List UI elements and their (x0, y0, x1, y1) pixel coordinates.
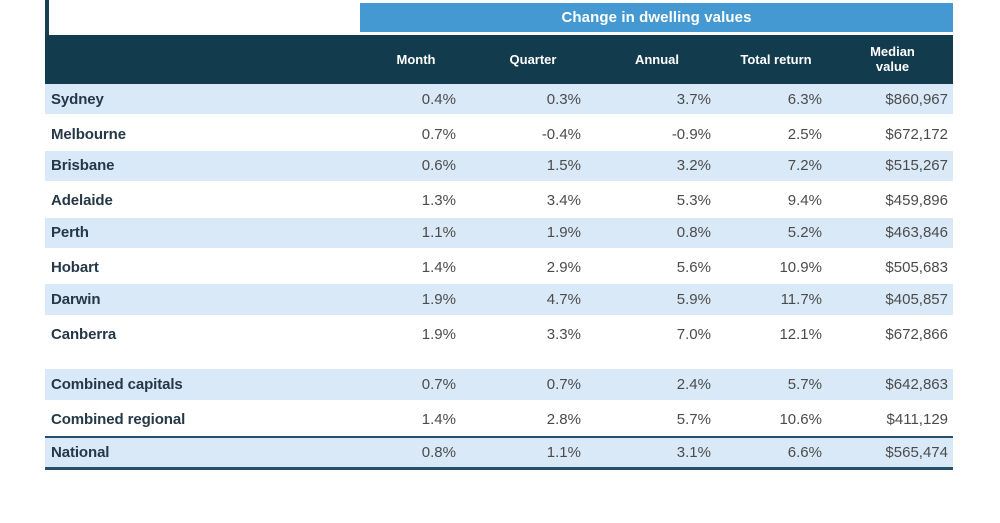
cell-median-value: $411,129 (886, 410, 948, 428)
cell-month: 1.4% (421, 410, 456, 428)
header-median-line2: value (875, 58, 910, 74)
header-cell-month: Month (396, 52, 436, 67)
row-label: National (51, 443, 110, 461)
table-row-combined-capitals: Combined capitals 0.7% 0.7% 2.4% 5.7% $6… (45, 369, 953, 403)
cell-annual: 3.1% (676, 443, 711, 461)
cell-annual: 5.3% (676, 192, 711, 210)
table-title: Change in dwelling values (561, 9, 752, 26)
cell-total-return: 10.9% (779, 259, 822, 277)
table-row-melbourne: Melbourne 0.7% -0.4% -0.9% 2.5% $672,172 (45, 117, 953, 150)
cell-total-return: 2.5% (787, 125, 822, 143)
cell-median-value: $459,896 (885, 192, 948, 210)
cell-annual: 3.2% (676, 157, 711, 175)
cell-quarter: 1.1% (546, 443, 581, 461)
dwelling-values-table: Change in dwelling values Month Quarter … (45, 3, 953, 470)
table-row-hobart: Hobart 1.4% 2.9% 5.6% 10.9% $505,683 (45, 251, 953, 284)
cell-annual: 7.0% (676, 325, 711, 343)
cell-total-return: 6.3% (787, 90, 822, 108)
cell-total-return: 9.4% (787, 192, 822, 210)
cell-median-value: $565,474 (885, 443, 948, 461)
cell-annual: 5.6% (676, 259, 711, 277)
cell-median-value: $672,172 (885, 125, 948, 143)
header-cell-quarter: Quarter (509, 52, 557, 67)
cell-month: 0.8% (421, 443, 456, 461)
cell-median-value: $405,857 (885, 291, 948, 309)
cell-annual: 2.4% (676, 375, 711, 393)
header-median-line1: Median (870, 43, 915, 59)
cell-annual: 5.7% (676, 410, 711, 428)
table-row-sydney: Sydney 0.4% 0.3% 3.7% 6.3% $860,967 (45, 84, 953, 118)
row-label: Brisbane (51, 157, 115, 175)
cell-total-return: 10.6% (779, 410, 822, 428)
cell-month: 1.9% (421, 325, 456, 343)
row-label: Sydney (51, 90, 104, 108)
cell-quarter: 1.5% (546, 157, 581, 175)
cell-quarter: 2.9% (546, 259, 581, 277)
row-label: Perth (51, 224, 89, 242)
table-row-perth: Perth 1.1% 1.9% 0.8% 5.2% $463,846 (45, 217, 953, 251)
table-row-adelaide: Adelaide 1.3% 3.4% 5.3% 9.4% $459,896 (45, 184, 953, 217)
cell-total-return: 6.6% (787, 443, 822, 461)
cell-quarter: 4.7% (546, 291, 581, 309)
left-edge-line (45, 0, 49, 38)
cell-median-value: $463,846 (885, 224, 948, 242)
row-label: Darwin (51, 291, 101, 309)
cell-quarter: 0.3% (546, 90, 581, 108)
table-header-row: Month Quarter Annual Total return Median… (45, 35, 953, 84)
cell-median-value: $505,683 (885, 259, 948, 277)
row-label: Melbourne (51, 125, 126, 143)
row-label: Canberra (51, 325, 117, 343)
row-label: Adelaide (51, 192, 113, 210)
cell-month: 1.4% (421, 259, 456, 277)
row-label: Combined regional (51, 410, 186, 428)
cell-total-return: 12.1% (779, 325, 822, 343)
section-gap (45, 351, 953, 369)
header-cell-total-return: Total return (740, 52, 812, 67)
cell-month: 0.6% (421, 157, 456, 175)
cell-total-return: 7.2% (787, 157, 822, 175)
cell-total-return: 5.7% (787, 375, 822, 393)
cell-month: 1.3% (421, 192, 456, 210)
table-title-banner: Change in dwelling values (360, 3, 953, 32)
row-label: Combined capitals (51, 375, 183, 393)
header-cell-annual: Annual (634, 52, 680, 67)
row-label: Hobart (51, 259, 99, 277)
cell-annual: 5.9% (676, 291, 711, 309)
cell-median-value: $672,866 (885, 325, 948, 343)
cell-median-value: $642,863 (885, 375, 948, 393)
cell-median-value: $860,967 (885, 90, 948, 108)
cell-month: 1.1% (421, 224, 456, 242)
cell-annual: 0.8% (676, 224, 711, 242)
header-cell-median-value: Median value (832, 43, 953, 75)
cell-quarter: 3.3% (546, 325, 581, 343)
cell-month: 0.7% (421, 125, 456, 143)
cell-total-return: 11.7% (780, 291, 822, 309)
cell-quarter: 1.9% (546, 224, 581, 242)
cell-total-return: 5.2% (787, 224, 822, 242)
table-row-darwin: Darwin 1.9% 4.7% 5.9% 11.7% $405,857 (45, 284, 953, 318)
cell-quarter: -0.4% (541, 125, 581, 143)
cell-month: 0.7% (421, 375, 456, 393)
cell-month: 1.9% (421, 291, 456, 309)
cell-annual: 3.7% (676, 90, 711, 108)
cell-annual: -0.9% (671, 125, 711, 143)
table-row-canberra: Canberra 1.9% 3.3% 7.0% 12.1% $672,866 (45, 318, 953, 351)
cell-quarter: 2.8% (546, 410, 581, 428)
table-row-national: National 0.8% 1.1% 3.1% 6.6% $565,474 (45, 435, 953, 470)
cell-quarter: 3.4% (546, 192, 581, 210)
cell-quarter: 0.7% (546, 375, 581, 393)
table-row-combined-regional: Combined regional 1.4% 2.8% 5.7% 10.6% $… (45, 403, 953, 436)
table-row-brisbane: Brisbane 0.6% 1.5% 3.2% 7.2% $515,267 (45, 150, 953, 185)
cell-median-value: $515,267 (885, 157, 948, 175)
cell-month: 0.4% (421, 90, 456, 108)
